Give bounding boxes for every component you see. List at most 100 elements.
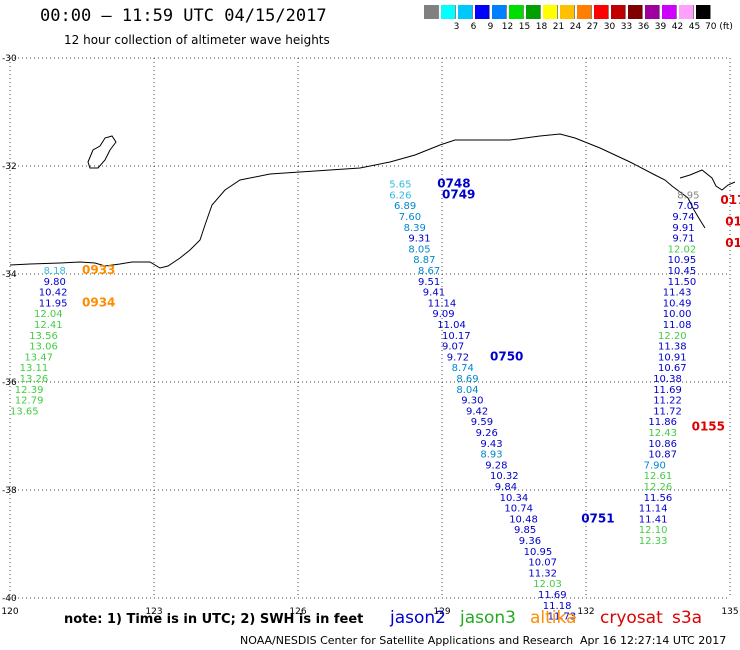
wave-height-label: 7.60 bbox=[399, 212, 421, 223]
wave-height-label: 10.67 bbox=[658, 363, 687, 374]
pass-time-label: 0749 bbox=[442, 187, 475, 201]
wave-height-label: 9.72 bbox=[447, 352, 469, 363]
colorbar-swatch bbox=[662, 5, 677, 19]
wave-height-label: 11.22 bbox=[653, 396, 682, 407]
pass-time-label: 0750 bbox=[490, 349, 523, 363]
wave-height-label: 11.56 bbox=[644, 493, 673, 504]
wave-height-label: 10.91 bbox=[658, 352, 687, 363]
note-text: note: 1) Time is in UTC; 2) SWH is in fe… bbox=[64, 612, 364, 627]
wave-height-label: 10.87 bbox=[648, 450, 677, 461]
map-title: 00:00 – 11:59 UTC 04/15/2017 bbox=[40, 6, 327, 26]
wave-height-label: 8.87 bbox=[413, 255, 435, 266]
pass-time-label: 01 bbox=[725, 236, 740, 250]
wave-height-label: 8.04 bbox=[456, 385, 478, 396]
colorbar-swatch bbox=[543, 5, 558, 19]
data-labels: 5.656.266.897.608.399.318.058.878.67 0748… bbox=[10, 177, 740, 623]
wave-height-label: 11.95 bbox=[39, 298, 68, 309]
wave-height-label: 9.59 bbox=[471, 417, 493, 428]
colorbar-swatch bbox=[458, 5, 473, 19]
wave-height-label: 10.07 bbox=[528, 558, 557, 569]
wave-height-label: 12.02 bbox=[668, 244, 697, 255]
pass-time-label: 017 bbox=[720, 193, 740, 207]
wave-height-label: 9.28 bbox=[485, 460, 507, 471]
wave-height-label: 5.65 bbox=[389, 180, 411, 191]
colorbar-swatch bbox=[492, 5, 507, 19]
wave-height-label: 11.08 bbox=[663, 320, 692, 331]
legend-altika: altika bbox=[530, 608, 577, 628]
colorbar-label: 39 bbox=[654, 22, 667, 32]
lat-lon-grid bbox=[9, 57, 731, 599]
colorbar-label: 27 bbox=[586, 22, 599, 32]
pass-time-label: 0934 bbox=[82, 295, 115, 309]
x-tick-label: 132 bbox=[577, 607, 594, 617]
colorbar-label: 12 bbox=[501, 22, 514, 32]
wave-height-label: 13.65 bbox=[10, 406, 39, 417]
x-tick-label: 129 bbox=[433, 607, 450, 617]
wave-height-label: 11.38 bbox=[658, 342, 687, 353]
axis-labels: 120 123 126 129 132 135 -30 -32 -34 -36 -38 -40 bbox=[1, 54, 738, 617]
colorbar-swatch bbox=[645, 5, 660, 19]
wave-height-label: 12.41 bbox=[34, 320, 63, 331]
colorbar-swatch bbox=[628, 5, 643, 19]
colorbar-label: 30 bbox=[603, 22, 616, 32]
coastline-east bbox=[679, 169, 736, 191]
wave-height-label: 12.04 bbox=[34, 309, 63, 320]
wave-height-label: 13.11 bbox=[20, 363, 49, 374]
wave-height-label: 13.47 bbox=[24, 352, 53, 363]
wave-height-label: 11.86 bbox=[648, 417, 677, 428]
wave-height-label: 10.00 bbox=[663, 309, 692, 320]
wave-height-label: 9.74 bbox=[672, 212, 694, 223]
wave-height-label: 9.36 bbox=[519, 536, 541, 547]
colorbar-swatch bbox=[475, 5, 490, 19]
wave-height-label: 9.31 bbox=[408, 234, 430, 245]
wave-height-label: 11.73 bbox=[548, 612, 577, 623]
wave-height-label: 6.26 bbox=[389, 190, 411, 201]
wave-height-label: 11.50 bbox=[668, 277, 697, 288]
pass-time-label: 0751 bbox=[581, 511, 614, 525]
wave-height-label: 9.42 bbox=[466, 406, 488, 417]
wave-height-label: 9.84 bbox=[495, 482, 517, 493]
colorbar-swatch bbox=[526, 5, 541, 19]
wave-height-label: 9.43 bbox=[480, 439, 502, 450]
wave-height-label: 13.56 bbox=[29, 331, 58, 342]
wave-height-label: 7.90 bbox=[644, 460, 666, 471]
wave-height-label: 10.95 bbox=[524, 547, 553, 558]
wave-height-label: 11.14 bbox=[428, 298, 457, 309]
wave-height-label: 12.43 bbox=[648, 428, 677, 439]
wave-height-label: 10.17 bbox=[442, 331, 471, 342]
wave-height-label: 9.71 bbox=[672, 234, 694, 245]
wave-height-label: 12.20 bbox=[658, 331, 687, 342]
wave-height-label: 7.05 bbox=[677, 201, 699, 212]
wave-height-label: 10.74 bbox=[504, 504, 533, 515]
wave-height-label: 13.26 bbox=[20, 374, 49, 385]
wave-height-label: 10.86 bbox=[648, 439, 677, 450]
colorbar-label: 36 bbox=[637, 22, 650, 32]
pass-time-label: 01 bbox=[725, 214, 740, 228]
colorbar-label: 70 (ft) bbox=[705, 22, 733, 32]
wave-height-label: 11.04 bbox=[437, 320, 466, 331]
colorbar-swatch bbox=[577, 5, 592, 19]
wave-height-label: 12.79 bbox=[15, 396, 44, 407]
colorbar-swatch bbox=[441, 5, 456, 19]
y-tick-label: -34 bbox=[2, 270, 17, 280]
pass-time-label: 0155 bbox=[692, 420, 725, 434]
colorbar-swatch bbox=[679, 5, 694, 19]
wave-height-label: 10.49 bbox=[663, 298, 692, 309]
pass-time-label: 0933 bbox=[82, 263, 115, 277]
wave-height-label: 10.45 bbox=[668, 266, 697, 277]
wave-height-label: 8.18 bbox=[44, 266, 66, 277]
wave-height-label: 11.69 bbox=[538, 590, 567, 601]
colorbar-label: 21 bbox=[552, 22, 565, 32]
wave-height-label: 8.05 bbox=[408, 244, 430, 255]
wave-height-label: 11.43 bbox=[663, 288, 692, 299]
wave-height-label: 9.80 bbox=[44, 277, 66, 288]
wave-height-label: 8.93 bbox=[480, 450, 502, 461]
island-outline bbox=[87, 135, 117, 169]
wave-height-label: 11.14 bbox=[639, 504, 668, 515]
wave-height-label: 12.03 bbox=[533, 579, 562, 590]
wave-height-label: 9.41 bbox=[423, 288, 445, 299]
wave-height-label: 9.09 bbox=[432, 309, 454, 320]
wave-height-label: 11.32 bbox=[528, 568, 557, 579]
legend-jason2: jason2 bbox=[390, 608, 446, 628]
